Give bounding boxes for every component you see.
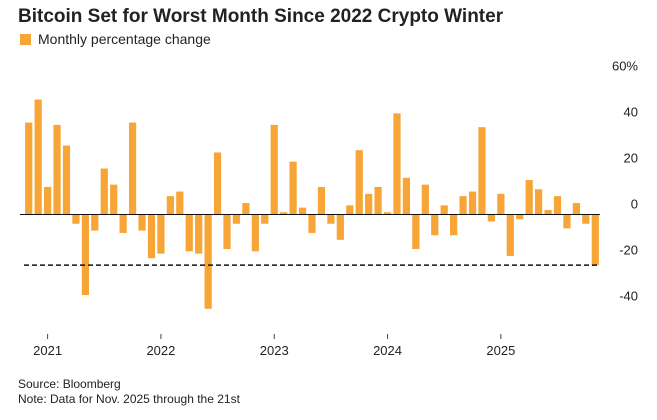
bar xyxy=(572,203,580,215)
bar xyxy=(176,191,184,215)
bar xyxy=(553,196,562,215)
y-tick-label: -20 xyxy=(619,243,638,258)
bar xyxy=(280,212,288,215)
bar xyxy=(119,214,127,233)
bar xyxy=(535,189,543,215)
bar xyxy=(166,196,174,215)
bar xyxy=(383,212,392,215)
bar xyxy=(298,207,307,215)
y-tick-label: 60% xyxy=(612,59,638,74)
bar xyxy=(232,214,241,224)
bar xyxy=(393,113,401,215)
bar xyxy=(72,214,80,224)
bar xyxy=(487,214,496,222)
bar xyxy=(591,214,599,266)
bar xyxy=(544,209,552,215)
bar xyxy=(223,214,231,250)
bar xyxy=(582,214,590,224)
bar xyxy=(81,214,89,296)
y-tick-label: 40 xyxy=(624,105,638,120)
bar xyxy=(34,99,42,215)
bar xyxy=(289,161,297,215)
source: Source: Bloomberg xyxy=(18,377,121,391)
bar xyxy=(195,214,203,254)
bar xyxy=(440,205,448,215)
bar xyxy=(261,214,269,224)
bar xyxy=(402,177,411,215)
bar xyxy=(91,214,99,231)
bar xyxy=(421,184,429,215)
bar xyxy=(138,214,146,231)
legend-label: Monthly percentage change xyxy=(38,31,211,47)
bar xyxy=(450,214,458,236)
note: Note: Data for Nov. 2025 through the 21s… xyxy=(18,392,241,406)
bar xyxy=(468,191,477,215)
bar xyxy=(431,214,439,236)
bar xyxy=(346,205,354,215)
bar xyxy=(327,214,335,224)
bar xyxy=(308,214,316,233)
y-tick-label: 0 xyxy=(631,197,638,212)
bar xyxy=(365,193,373,215)
bar xyxy=(317,186,326,215)
bar xyxy=(25,122,33,215)
chart-title: Bitcoin Set for Worst Month Since 2022 C… xyxy=(18,6,504,27)
bar xyxy=(242,203,250,215)
bar xyxy=(100,168,108,215)
x-tick-label: 2025 xyxy=(486,343,515,358)
bar xyxy=(204,214,212,309)
bar xyxy=(459,196,467,215)
x-tick-label: 2021 xyxy=(33,343,62,358)
y-tick-label: -40 xyxy=(619,289,638,304)
bar xyxy=(44,186,52,215)
bar xyxy=(147,214,156,259)
bar xyxy=(53,124,61,215)
bar xyxy=(213,152,222,215)
bar xyxy=(110,184,118,215)
bar xyxy=(355,150,363,215)
bar xyxy=(185,214,193,252)
bar xyxy=(478,127,486,215)
bar xyxy=(525,180,533,215)
x-tick-label: 2024 xyxy=(373,343,402,358)
x-tick-label: 2022 xyxy=(146,343,175,358)
bar xyxy=(374,186,382,215)
bar xyxy=(563,214,571,229)
legend-swatch xyxy=(20,34,31,45)
bar xyxy=(62,145,71,215)
bar xyxy=(497,193,505,215)
bar xyxy=(157,214,165,254)
bar xyxy=(270,124,278,215)
bar xyxy=(251,214,259,252)
bar xyxy=(336,214,344,240)
bar xyxy=(516,214,524,220)
bar xyxy=(128,122,137,215)
bar xyxy=(506,214,514,256)
y-tick-label: 20 xyxy=(624,151,638,166)
bar xyxy=(412,214,420,250)
x-tick-label: 2023 xyxy=(260,343,289,358)
